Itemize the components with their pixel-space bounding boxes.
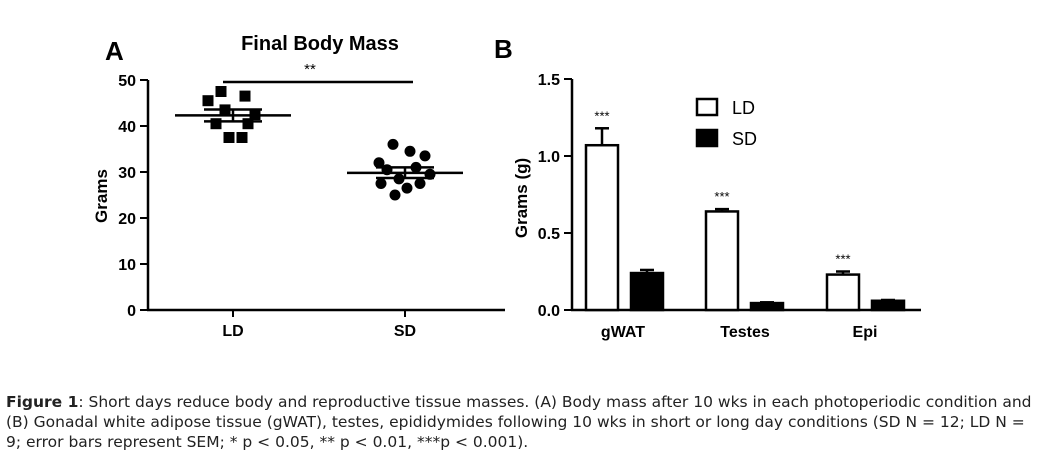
panel-b-y-axis-label: Grams (g) [512,158,531,238]
a-ld-stats [175,108,291,123]
b-bar-ld-2 [825,273,861,312]
a-ld-point-8 [236,132,248,143]
a-sd-point-0 [387,138,399,150]
b-bar-ld-1 [704,210,740,312]
panel-a-label: A [105,36,124,66]
a-sd-point-8 [414,178,426,189]
a-ld-point-7 [223,132,235,143]
a-sd-point-11 [389,189,401,201]
panel-a-title: Final Body Mass [241,33,399,55]
panel-a: A Final Body Mass Grams 0 10 20 30 40 50… [92,33,505,340]
a-sd-point-2 [419,150,431,162]
b-bar-ld-0 [584,143,620,312]
a-sd-point-10 [401,182,413,194]
b-legend-label-ld: LD [732,98,755,118]
a-ytick-label-5: 50 [118,73,136,90]
a-ytick-label-0: 0 [127,303,136,320]
a-sd-stats [347,166,463,180]
b-legend: LD SD [695,97,757,149]
a-sd-point-9 [375,178,387,189]
panel-a-y-axis-label: Grams [92,169,111,223]
panel-b: B Grams (g) 0.0 0.5 1.0 1.5 gWAT Testes … [494,34,921,341]
a-sd-point-1 [404,145,416,157]
b-legend-swatch-sd [695,128,719,148]
panel-b-label: B [494,34,513,64]
b-bar-sd-1 [749,301,785,312]
a-ld-point-0 [215,86,227,97]
b-xtick-label-epi: Epi [853,324,878,341]
b-ytick-label-3: 1.5 [538,72,560,89]
a-ld-point-6 [242,118,254,130]
figure-canvas: A Final Body Mass Grams 0 10 20 30 40 50… [92,33,921,341]
figure-caption: Figure 1: Short days reduce body and rep… [6,392,1042,452]
b-legend-label-sd: SD [732,129,757,149]
b-bar-sd-2 [870,299,906,312]
a-ld-point-1 [239,90,251,102]
a-ld-point-5 [210,118,222,130]
panel-b-y-ticks: 0.0 0.5 1.0 1.5 [538,72,572,320]
b-legend-swatch-ld [695,97,719,117]
b-ytick-label-2: 1.0 [538,149,560,166]
b-xtick-label-testes: Testes [720,324,770,341]
a-significance-label: ** [304,61,316,78]
b-bar-sd-0 [629,271,665,312]
a-ytick-label-3: 30 [118,165,136,182]
b-annotation-1: *** [714,189,729,204]
b-annotation-2: *** [835,252,850,267]
b-ytick-label-1: 0.5 [538,226,560,243]
a-xtick-label-ld: LD [222,323,243,340]
a-sd-point-3 [373,157,385,169]
a-ld-point-2 [202,95,214,107]
b-xtick-label-gwat: gWAT [601,324,645,341]
a-ytick-label-4: 40 [118,119,136,136]
b-annotation-0: *** [594,108,609,123]
a-ytick-label-1: 10 [118,257,136,274]
a-xtick-label-sd: SD [394,323,416,340]
caption-label: Figure 1 [6,393,79,411]
b-bars: *** *** *** [584,108,906,312]
panel-a-y-ticks: 0 10 20 30 40 50 [118,73,148,320]
a-ytick-label-2: 20 [118,211,136,228]
caption-text: : Short days reduce body and reproductiv… [6,393,1032,451]
b-ytick-label-0: 0.0 [538,303,560,320]
